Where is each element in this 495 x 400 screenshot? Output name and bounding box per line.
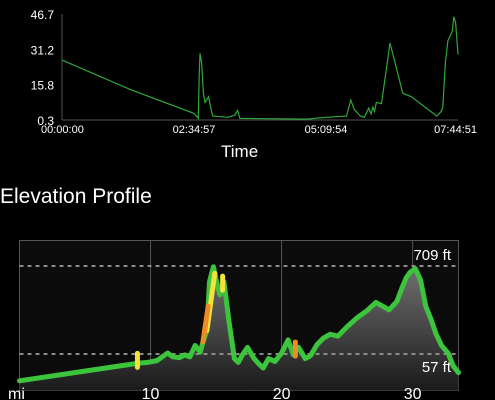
y-tick-label: 31.2: [31, 43, 55, 57]
speed-chart: 0.3 15.8 31.2 46.7 00:00:00 02:34:57 05:09:54…: [31, 8, 477, 136]
elevation-line: [17, 264, 461, 384]
x-tick-label: 30: [404, 386, 422, 400]
x-tick-label: 00:00:00: [41, 124, 84, 136]
x-tick-label: 07:44:51: [434, 124, 477, 136]
elevation-chart: 709 ft 57 ft 10 20 30 mi: [8, 240, 461, 400]
section-title: Elevation Profile: [0, 185, 152, 208]
max-elevation-label: 709 ft: [413, 247, 451, 264]
y-tick-label: 0.3: [37, 114, 54, 128]
x-unit-label: mi: [8, 386, 25, 400]
x-tick-label: 20: [273, 386, 291, 400]
x-tick-label: 10: [142, 386, 160, 400]
x-tick-label: 05:09:54: [305, 124, 348, 136]
x-tick-label: 02:34:57: [173, 124, 216, 136]
y-tick-label: 46.7: [31, 8, 55, 22]
x-axis-title: Time: [221, 142, 259, 161]
speed-series-line: [61, 16, 459, 121]
min-elevation-label: 57 ft: [422, 359, 452, 376]
y-tick-label: 15.8: [31, 79, 55, 93]
elevation-area: [19, 266, 459, 391]
highlight-segment-orange: [200, 303, 211, 345]
